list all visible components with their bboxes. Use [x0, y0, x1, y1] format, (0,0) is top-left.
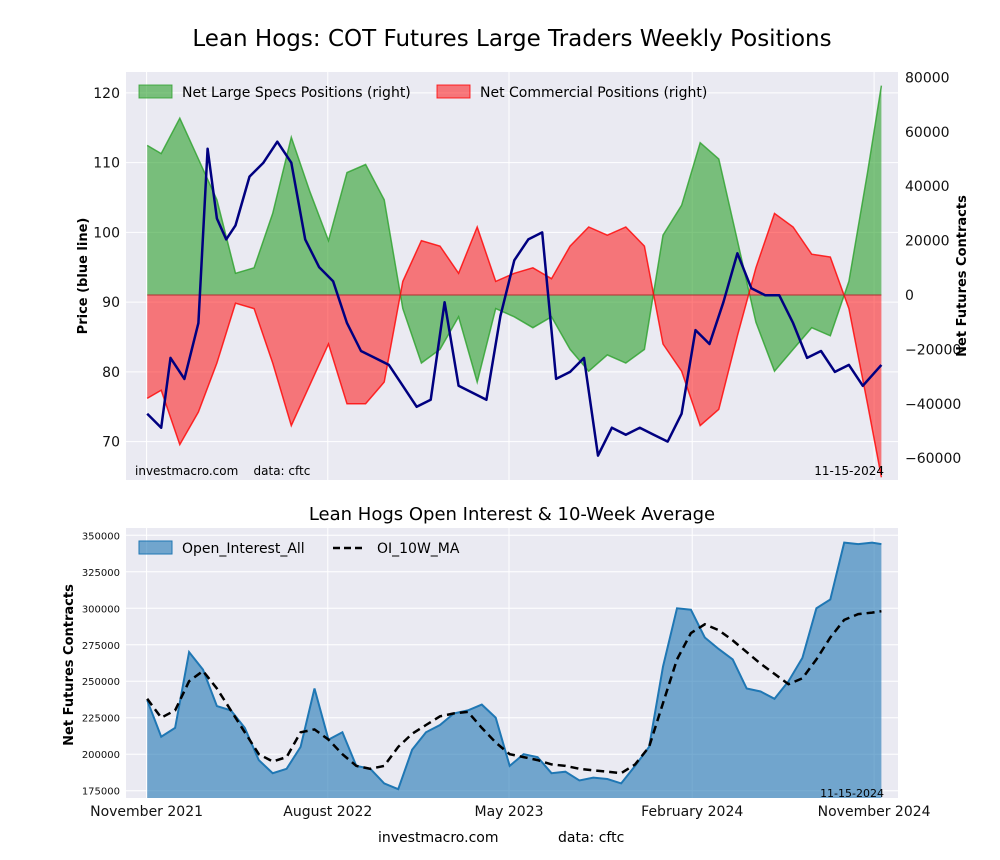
- open-interest-edge: [146, 541, 882, 791]
- bottom-y-tick-label-3: 250000: [82, 677, 120, 688]
- right-tick-label-1: −40000: [905, 397, 961, 413]
- bottom-y-tick-label-1: 200000: [82, 750, 120, 761]
- area-comm: [147, 213, 882, 478]
- bottom-x-axis: November 2021 August 2022 May 2023 February…: [90, 804, 931, 820]
- figure-title: Lean Hogs: COT Futures Large Traders Wee…: [192, 26, 831, 52]
- bottom-y-tick-label-5: 300000: [82, 604, 120, 615]
- right-tick-label-4: 20000: [905, 234, 950, 250]
- right-tick-label-6: 60000: [905, 125, 950, 141]
- left-tick-label-5: 120: [93, 86, 120, 102]
- legend-label-specs: Net Large Specs Positions (right): [182, 85, 411, 101]
- bottom-y-axis: 175000 200000 225000 250000 275000 300000 3250…: [82, 531, 120, 797]
- right-tick-label-3: 0: [905, 288, 914, 304]
- right-tick-label-5: 40000: [905, 179, 950, 195]
- legend-swatch-comm: [436, 84, 471, 99]
- top-legend: Net Large Specs Positions (right) Net Co…: [138, 84, 707, 101]
- top-panel: 70 80 90 100 110 120 −60000 −40000 −20000 0 20000…: [76, 70, 970, 480]
- bottom-panel: Lean Hogs Open Interest & 10-Week Averag…: [62, 504, 931, 820]
- area-edge-comm: [146, 212, 883, 478]
- ma-line: [146, 609, 882, 775]
- left-tick-label-3: 100: [93, 225, 120, 241]
- legend-swatch-oi: [138, 540, 173, 555]
- bottom-y-axis-label: Net Futures Contracts: [62, 584, 77, 746]
- bottom-y-tick-label-4: 275000: [82, 641, 120, 652]
- legend-label-ma: OI_10W_MA: [377, 541, 460, 557]
- legend-swatch-specs: [138, 84, 173, 99]
- right-tick-label-7: 80000: [905, 70, 950, 86]
- price-line: [146, 140, 883, 457]
- bottom-x-tick-label-0: November 2021: [90, 804, 203, 820]
- bottom-y-tick-label-0: 175000: [82, 787, 120, 798]
- bottom-y-tick-label-2: 225000: [82, 714, 120, 725]
- bottom-x-tick-label-2: May 2023: [474, 804, 543, 820]
- bottom-legend: Open_Interest_All OI_10W_MA: [138, 540, 460, 557]
- legend-label-comm: Net Commercial Positions (right): [480, 85, 707, 101]
- bottom-panel-title: Lean Hogs Open Interest & 10-Week Averag…: [309, 504, 715, 525]
- top-left-axis: 70 80 90 100 110 120: [93, 86, 120, 451]
- left-tick-label-4: 110: [93, 156, 120, 172]
- bottom-x-tick-label-1: August 2022: [283, 804, 372, 820]
- bottom-y-tick-label-7: 350000: [82, 531, 120, 542]
- bottom-areas: [146, 541, 882, 798]
- bottom-x-tick-label-4: November 2024: [818, 804, 931, 820]
- price-line-group: [146, 140, 883, 457]
- legend-label-oi: Open_Interest_All: [182, 541, 305, 557]
- top-right-axis-label: Net Futures Contracts: [955, 195, 970, 357]
- right-tick-label-0: −60000: [905, 451, 961, 467]
- top-watermark: investmacro.com data: cftc: [135, 464, 310, 478]
- bottom-x-tick-label-3: February 2024: [641, 804, 743, 820]
- right-tick-label-2: −20000: [905, 342, 961, 358]
- area-specs: [147, 85, 882, 383]
- footer-source: data: cftc: [558, 830, 624, 846]
- left-tick-label-0: 70: [102, 435, 120, 451]
- open-interest-area: [147, 542, 882, 798]
- area-edge-specs: [146, 85, 883, 385]
- left-tick-label-1: 80: [102, 365, 120, 381]
- footer-site: investmacro.com: [378, 830, 498, 846]
- top-right-axis: −60000 −40000 −20000 0 20000 40000 60000 80000: [905, 70, 961, 467]
- left-tick-label-2: 90: [102, 295, 120, 311]
- top-left-axis-label: Price (blue line): [76, 218, 91, 335]
- top-areas: [146, 85, 883, 478]
- top-date-label: 11-15-2024: [814, 464, 884, 478]
- bottom-y-tick-label-6: 325000: [82, 568, 120, 579]
- bottom-date-label: 11-15-2024: [820, 787, 884, 800]
